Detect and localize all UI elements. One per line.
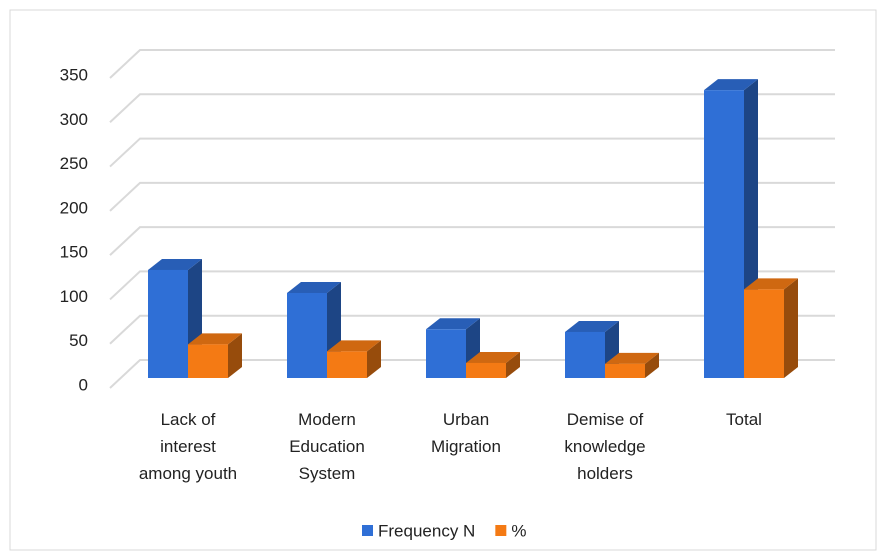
bar-side xyxy=(645,352,659,378)
bar-top xyxy=(466,351,520,363)
bar xyxy=(188,333,242,378)
grid-line xyxy=(109,137,835,168)
y-tick-label: 0 xyxy=(79,375,88,394)
bar-front xyxy=(287,292,327,378)
grid-line xyxy=(109,49,835,79)
bar-top xyxy=(287,281,341,293)
y-tick-label: 150 xyxy=(60,243,88,262)
legend-label: % xyxy=(511,521,526,540)
bar-front xyxy=(605,363,645,378)
bar-front xyxy=(565,331,605,378)
x-tick-label: Modern Education System xyxy=(289,410,365,483)
x-tick-label: Lack of interest among youth xyxy=(138,410,238,483)
bar xyxy=(466,351,520,378)
y-tick-label: 100 xyxy=(60,287,88,306)
grid-line xyxy=(109,270,835,301)
bar-side xyxy=(228,333,242,378)
bar-side xyxy=(506,351,520,378)
bar-top xyxy=(565,320,619,332)
bar-top xyxy=(744,278,798,290)
y-tick-label: 50 xyxy=(69,331,88,350)
bar-side xyxy=(784,278,798,378)
bar xyxy=(744,278,798,378)
bar-side xyxy=(367,340,381,378)
y-tick-label: 350 xyxy=(60,65,88,84)
bar-front xyxy=(148,269,188,378)
x-tick-label: Total xyxy=(726,410,762,429)
bar-top xyxy=(426,318,480,330)
legend-swatch xyxy=(362,525,373,536)
x-tick-label: Urban Migration xyxy=(431,410,501,456)
legend-label: Frequency N xyxy=(378,521,475,540)
bar-top xyxy=(605,352,659,364)
bar xyxy=(327,340,381,378)
bar-front xyxy=(327,351,367,378)
bar xyxy=(148,258,202,378)
bar-front xyxy=(188,344,228,378)
grid-line xyxy=(109,93,835,124)
y-tick-label: 250 xyxy=(60,154,88,173)
bar xyxy=(605,352,659,378)
x-tick-label: Demise of knowledge holders xyxy=(564,410,646,483)
grid-line xyxy=(109,226,835,256)
bar-top xyxy=(327,340,381,352)
y-tick-label: 200 xyxy=(60,198,88,217)
bar-top xyxy=(148,258,202,270)
bar-front xyxy=(744,289,784,378)
grid-line xyxy=(109,181,835,212)
bar-top xyxy=(188,333,242,345)
grid-line xyxy=(109,314,835,345)
bar-top xyxy=(704,79,758,91)
legend-swatch xyxy=(495,525,507,536)
bar-front xyxy=(704,90,744,379)
bar xyxy=(287,281,341,378)
bar-front xyxy=(426,329,466,378)
y-tick-label: 300 xyxy=(60,110,88,129)
bar-front xyxy=(466,362,506,378)
